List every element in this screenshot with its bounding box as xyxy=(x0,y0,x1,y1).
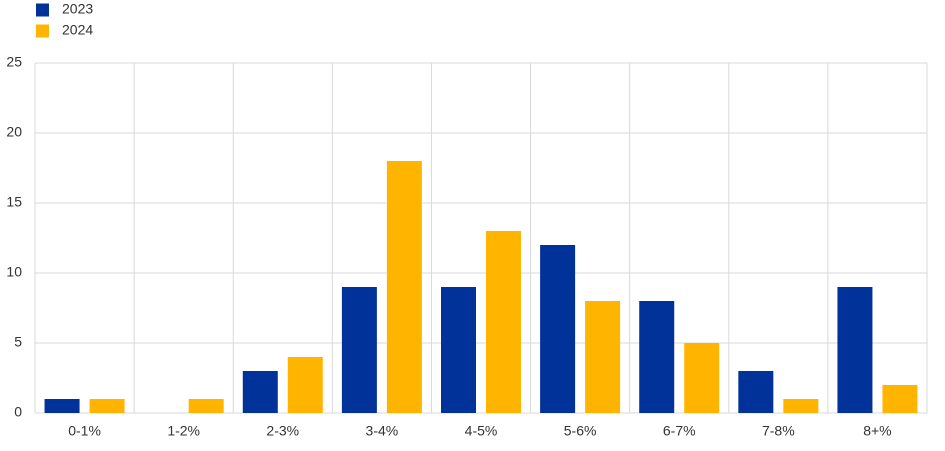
bar xyxy=(44,399,80,413)
x-tick-label: 7-8% xyxy=(762,423,795,439)
x-tick-label: 1-2% xyxy=(167,423,200,439)
bar xyxy=(441,287,476,413)
bar xyxy=(540,245,576,413)
y-tick-label: 20 xyxy=(6,124,22,140)
bar xyxy=(684,343,720,413)
bar xyxy=(783,399,819,413)
x-tick-label: 3-4% xyxy=(366,423,399,439)
bar xyxy=(188,399,224,413)
bar xyxy=(585,301,621,413)
bar xyxy=(287,357,323,413)
bar xyxy=(837,287,873,413)
y-tick-label: 0 xyxy=(14,404,22,420)
legend-swatch xyxy=(36,3,49,17)
x-tick-label: 4-5% xyxy=(465,423,498,439)
bar xyxy=(486,231,521,413)
bar xyxy=(639,301,675,413)
x-tick-label: 8+% xyxy=(863,423,891,439)
y-tick-label: 10 xyxy=(6,264,22,280)
x-tick-label: 2-3% xyxy=(266,423,299,439)
x-tick-label: 6-7% xyxy=(663,423,696,439)
legend-swatch xyxy=(36,24,49,38)
bar xyxy=(341,287,377,413)
bar xyxy=(242,371,278,413)
bar xyxy=(738,371,774,413)
y-tick-label: 5 xyxy=(14,334,22,350)
legend-label: 2024 xyxy=(62,22,93,38)
legend-label: 2023 xyxy=(62,1,93,17)
bar xyxy=(89,399,125,413)
bar xyxy=(882,385,918,413)
x-tick-label: 0-1% xyxy=(68,423,101,439)
x-tick-label: 5-6% xyxy=(564,423,597,439)
bar xyxy=(386,161,422,413)
y-tick-label: 15 xyxy=(6,194,22,210)
y-tick-label: 25 xyxy=(6,54,22,70)
